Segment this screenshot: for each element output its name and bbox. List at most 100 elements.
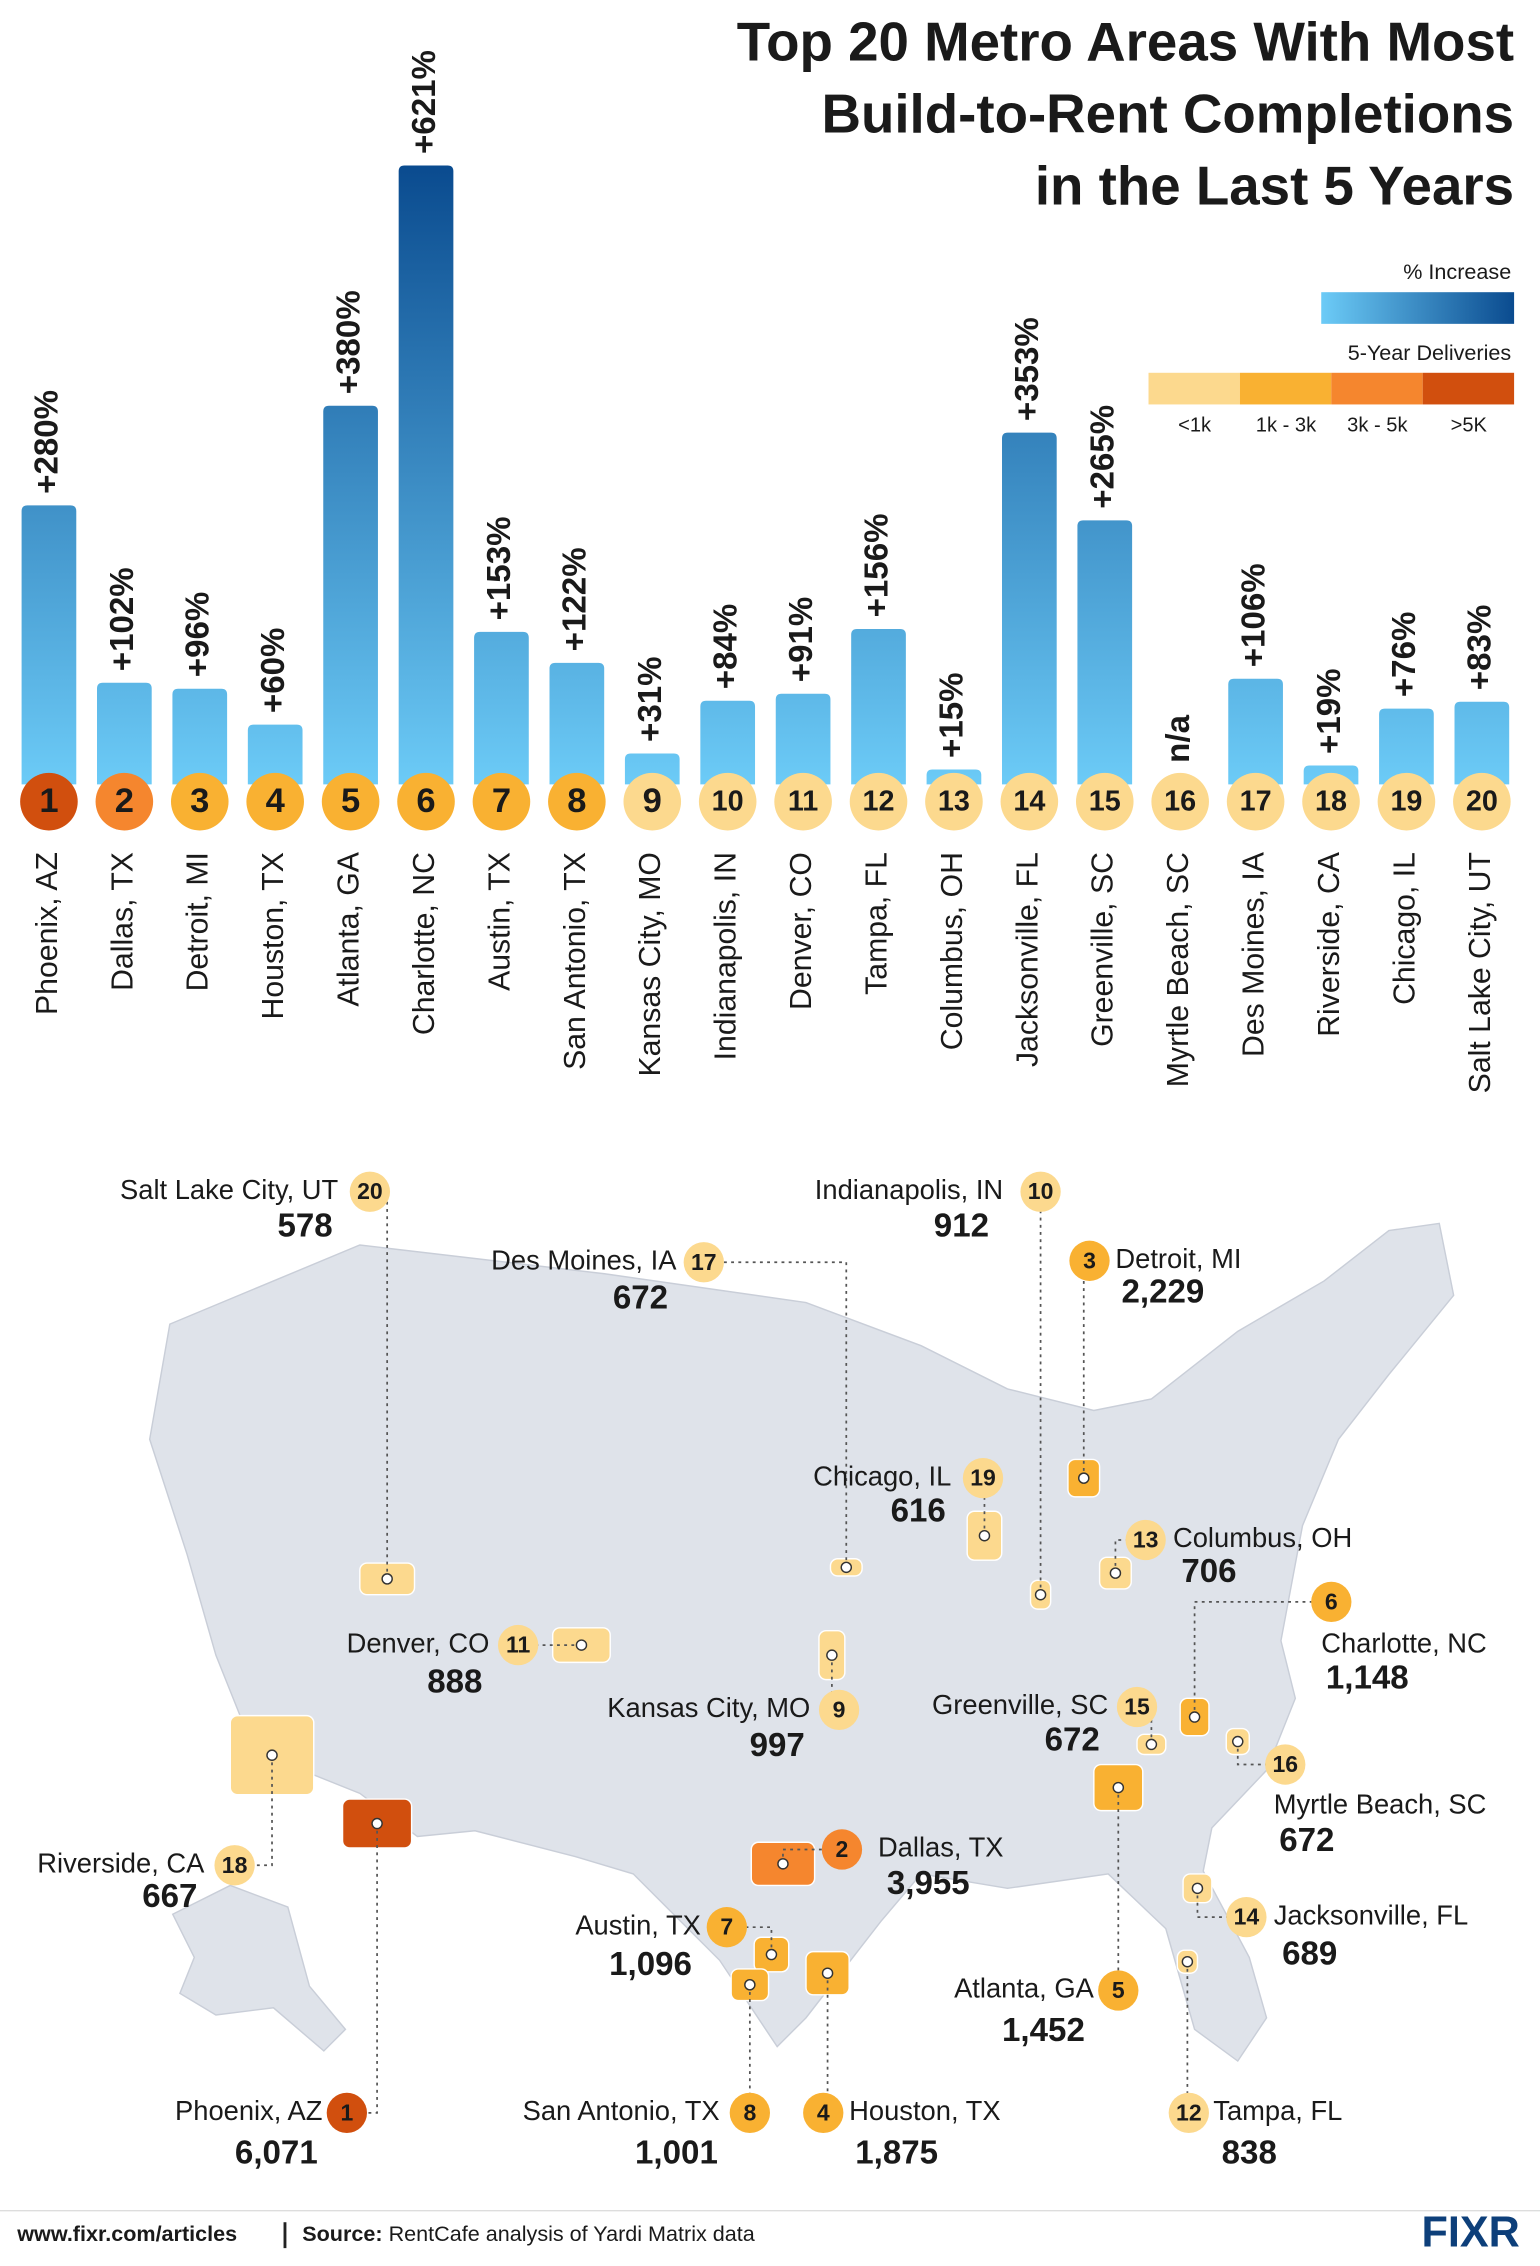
- category-label: Tampa, FL: [861, 852, 894, 995]
- source-label: Source:: [302, 2221, 382, 2246]
- rank-label: 14: [1013, 786, 1045, 818]
- metro-dot: [1145, 1738, 1158, 1751]
- metro-name: Chicago, IL: [813, 1460, 951, 1491]
- rank-label: 6: [1325, 1588, 1338, 1614]
- value-label: +153%: [481, 516, 518, 620]
- metro-deliveries: 1,452: [1002, 2012, 1085, 2049]
- rank-label: 9: [833, 1696, 846, 1722]
- metro-name: San Antonio, TX: [523, 2095, 720, 2126]
- us-outline: [148, 1222, 1455, 2063]
- metro-deliveries: 3,955: [887, 1865, 970, 1902]
- rank-badge: [20, 772, 78, 831]
- rank-badge: [683, 1242, 724, 1283]
- rank-badge: [1302, 772, 1360, 831]
- metro-name: Indianapolis, IN: [815, 1174, 1003, 1205]
- rank-label: 11: [788, 786, 818, 818]
- rank-badge: [1151, 772, 1209, 831]
- metro-dot: [266, 1749, 278, 1761]
- bar: [1077, 520, 1133, 785]
- metro-name: Riverside, CA: [37, 1848, 205, 1879]
- rank-badge: [1226, 772, 1285, 831]
- value-label: +621%: [406, 50, 443, 154]
- rank-badge: [774, 772, 832, 831]
- rank-label: 2: [115, 782, 134, 820]
- legend-title: 5-Year Deliveries: [1348, 340, 1512, 365]
- rank-label: 20: [1466, 786, 1498, 818]
- category-label: Phoenix, AZ: [31, 852, 64, 1015]
- rank-badge: [1020, 1171, 1061, 1212]
- metro-dot: [381, 1573, 393, 1585]
- metro-dot: [821, 1967, 834, 1979]
- rank-label: 5: [1112, 1977, 1125, 2003]
- metro-deliveries: 1,001: [635, 2134, 718, 2171]
- metro-deliveries: 672: [1045, 1721, 1100, 1758]
- rank-badge: [1125, 1519, 1166, 1561]
- metro-deliveries: 672: [613, 1279, 668, 1316]
- metro-name: Dallas, TX: [878, 1832, 1004, 1863]
- bar: [398, 165, 454, 785]
- metro-deliveries: 672: [1279, 1822, 1334, 1859]
- metro-dot: [1109, 1567, 1122, 1579]
- rank-badge: [1069, 1240, 1110, 1281]
- metro-dot: [371, 1817, 383, 1830]
- rank-label: 17: [1240, 786, 1272, 818]
- legend-title: % Increase: [1403, 259, 1511, 284]
- rank-badge: [397, 772, 455, 831]
- value-label: +15%: [934, 672, 971, 758]
- metro-dot: [1181, 1955, 1194, 1968]
- metro-name: Columbus, OH: [1173, 1522, 1352, 1553]
- metro-name: Salt Lake City, UT: [120, 1174, 338, 1205]
- metro-name: Tampa, FL: [1213, 2095, 1342, 2126]
- category-label: San Antonio, TX: [559, 852, 592, 1070]
- rank-label: 20: [357, 1178, 383, 1204]
- category-label: Columbus, OH: [936, 852, 969, 1050]
- rank-badge: [803, 2092, 844, 2133]
- metro-name: Charlotte, NC: [1321, 1627, 1487, 1658]
- category-label: Houston, TX: [257, 852, 290, 1019]
- chart-title: Top 20 Metro Areas With Most: [737, 11, 1514, 73]
- chart-title: Build-to-Rent Completions: [821, 82, 1514, 144]
- rank-badge: [326, 2092, 368, 2133]
- metro-deliveries: 616: [891, 1492, 946, 1529]
- metro-deliveries: 667: [142, 1878, 197, 1915]
- rank-label: 1: [340, 2099, 353, 2125]
- legend-label: 3k - 5k: [1347, 414, 1408, 436]
- metro-dot: [1078, 1472, 1090, 1484]
- rank-badge: [170, 772, 229, 831]
- metro-name: Denver, CO: [347, 1627, 490, 1658]
- bar: [851, 628, 906, 785]
- metro-deliveries: 1,148: [1326, 1659, 1409, 1696]
- metro-name: Houston, TX: [849, 2095, 1000, 2126]
- rank-badge: [214, 1845, 255, 1886]
- category-label: Charlotte, NC: [408, 852, 441, 1035]
- value-label: +91%: [783, 597, 820, 683]
- metro-dot: [765, 1948, 778, 1961]
- footer-url: www.fixr.com/articles: [16, 2221, 237, 2246]
- metro-name: Myrtle Beach, SC: [1274, 1789, 1487, 1820]
- rank-badge: [1075, 772, 1134, 831]
- bar: [1002, 432, 1057, 785]
- category-label: Indianapolis, IN: [710, 852, 743, 1060]
- leader-line: [1193, 1601, 1332, 1718]
- rank-label: 8: [567, 782, 586, 820]
- metro-deliveries: 578: [278, 1207, 333, 1244]
- value-label: +31%: [632, 656, 669, 742]
- value-label: +60%: [255, 628, 292, 714]
- rank-badge: [729, 2092, 770, 2133]
- bar: [172, 688, 228, 785]
- metro-dot: [840, 1561, 853, 1574]
- rank-label: 19: [970, 1465, 996, 1491]
- metro-name: Phoenix, AZ: [175, 2095, 322, 2126]
- rank-badge: [1098, 1970, 1139, 2011]
- rank-badge: [472, 772, 531, 831]
- metro-name: Kansas City, MO: [607, 1692, 810, 1723]
- value-label: +76%: [1386, 612, 1423, 698]
- bar: [97, 682, 152, 785]
- logo: FIXR: [1422, 2209, 1520, 2257]
- metro-name: Greenville, SC: [932, 1689, 1108, 1720]
- value-label: +102%: [104, 567, 141, 671]
- rank-label: 15: [1124, 1693, 1150, 1719]
- legend-swatch: [1422, 372, 1515, 405]
- rank-label: 12: [1176, 2099, 1202, 2125]
- category-label: Dallas, TX: [106, 852, 139, 991]
